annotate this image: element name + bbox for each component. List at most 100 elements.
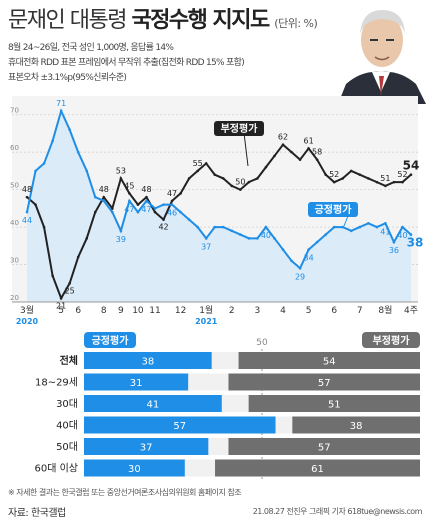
negative-data-point bbox=[76, 255, 80, 259]
bar-header-positive: 긍정평가 bbox=[92, 334, 130, 347]
positive-data-point bbox=[290, 259, 293, 263]
positive-data-point bbox=[384, 222, 387, 225]
positive-bar bbox=[84, 416, 276, 434]
survey-note-1: 8월 24~26일, 전국 성인 1,000명, 응답률 14% bbox=[8, 43, 174, 53]
negative-data-point bbox=[281, 143, 285, 146]
x-tick-label: 3월 bbox=[20, 304, 34, 316]
negative-data-point bbox=[298, 158, 302, 161]
positive-data-label: 71 bbox=[56, 99, 66, 108]
footer-note: ※ 자세한 결과는 한국갤럽 또는 중앙선거여론조사심의위원회 홈페이지 참조 bbox=[8, 488, 242, 497]
positive-data-point bbox=[162, 203, 165, 206]
x-tick-label: 1월 bbox=[199, 304, 213, 316]
negative-data-point bbox=[256, 177, 259, 180]
negative-data-label: 50 bbox=[235, 178, 245, 187]
positive-area-fill bbox=[27, 110, 411, 303]
negative-data-point bbox=[153, 210, 157, 214]
negative-data-point bbox=[25, 195, 29, 199]
positive-data-label: 38 bbox=[407, 236, 424, 250]
y-tick-label: 40 bbox=[10, 219, 19, 227]
positive-data-point bbox=[51, 139, 54, 143]
negative-bar-label: 54 bbox=[323, 357, 336, 368]
year-label: 2020 bbox=[16, 317, 39, 326]
negative-data-point bbox=[93, 210, 97, 214]
positive-bar bbox=[84, 459, 185, 477]
y-tick-label: 70 bbox=[10, 107, 19, 115]
positive-data-point bbox=[76, 150, 80, 154]
positive-data-point bbox=[298, 266, 302, 270]
positive-data-point bbox=[324, 233, 327, 236]
negative-data-point bbox=[264, 165, 268, 169]
negative-data-point bbox=[128, 192, 131, 195]
negative-data-point bbox=[230, 184, 234, 188]
positive-data-point bbox=[341, 225, 345, 229]
negative-data-point bbox=[315, 158, 319, 161]
positive-data-label: 36 bbox=[389, 246, 399, 255]
positive-data-point bbox=[273, 237, 276, 240]
age-bar-chart: 긍정평가 부정평가 50 전체 38 54 18~29세 31 57 30대 41 51 40대 5… bbox=[34, 332, 420, 480]
positive-data-point bbox=[349, 229, 353, 233]
positive-data-point bbox=[204, 237, 208, 240]
positive-data-point bbox=[34, 169, 37, 173]
negative-data-point bbox=[367, 177, 370, 180]
negative-data-point bbox=[42, 225, 46, 229]
negative-data-point bbox=[324, 173, 327, 176]
negative-data-point bbox=[273, 154, 276, 158]
positive-data-point bbox=[170, 203, 174, 206]
negative-data-label: 42 bbox=[158, 223, 168, 232]
president-portrait bbox=[338, 10, 426, 104]
positive-callout-label: 긍정평가 bbox=[315, 203, 353, 216]
negative-data-point bbox=[221, 177, 225, 180]
negative-data-point bbox=[384, 184, 387, 188]
row-label: 40대 bbox=[56, 420, 78, 432]
negative-data-point bbox=[102, 195, 106, 199]
positive-data-point bbox=[392, 240, 396, 244]
positive-data-point bbox=[264, 225, 268, 229]
positive-data-point bbox=[256, 237, 259, 240]
positive-data-point bbox=[307, 248, 310, 251]
positive-bar-label: 41 bbox=[147, 400, 160, 411]
footer-credit: 21.08.27 전진우 그래픽 기자 618tue@newsis.com bbox=[252, 507, 423, 516]
negative-data-point bbox=[375, 180, 379, 184]
negative-callout: 부정평가 bbox=[214, 121, 264, 167]
x-tick-label: 10 bbox=[132, 306, 144, 316]
positive-data-point bbox=[68, 128, 71, 132]
positive-bar bbox=[84, 438, 209, 455]
positive-bar bbox=[84, 352, 212, 369]
negative-data-label: 61 bbox=[304, 136, 314, 145]
negative-data-label: 58 bbox=[312, 148, 322, 157]
negative-data-point bbox=[179, 192, 182, 195]
negative-data-point bbox=[34, 203, 37, 206]
negative-bar bbox=[228, 438, 420, 455]
positive-data-label: 44 bbox=[22, 216, 32, 225]
positive-data-point bbox=[187, 218, 191, 221]
negative-data-point bbox=[307, 147, 310, 150]
x-tick-label: 6 bbox=[331, 306, 337, 316]
positive-data-point bbox=[25, 210, 29, 214]
negative-series-line bbox=[26, 143, 412, 301]
x-tick-label: 7 bbox=[357, 306, 363, 316]
positive-data-point bbox=[230, 229, 234, 233]
positive-data-point bbox=[239, 233, 242, 236]
positive-data-point bbox=[315, 240, 319, 244]
negative-data-point bbox=[204, 162, 208, 165]
positive-data-point bbox=[179, 210, 182, 214]
positive-data-label: 47 bbox=[124, 205, 134, 214]
positive-data-point bbox=[153, 207, 157, 210]
negative-data-point bbox=[290, 150, 293, 154]
positive-data-point bbox=[128, 199, 131, 203]
positive-data-point bbox=[145, 199, 148, 203]
negative-data-point bbox=[358, 173, 362, 176]
negative-data-point bbox=[349, 169, 353, 173]
negative-data-label: 47 bbox=[167, 189, 177, 198]
positive-data-point bbox=[136, 210, 140, 214]
y-tick-label: 50 bbox=[10, 182, 19, 190]
year-label: 2021 bbox=[195, 317, 218, 326]
positive-bar-label: 37 bbox=[140, 443, 153, 454]
positive-data-point bbox=[409, 233, 413, 236]
bar-header: 긍정평가 부정평가 50 bbox=[84, 332, 420, 348]
negative-data-label: 48 bbox=[99, 185, 109, 194]
negative-data-label: 52 bbox=[329, 170, 339, 179]
positive-bar-label: 38 bbox=[141, 357, 154, 368]
positive-bar-label: 31 bbox=[130, 378, 143, 389]
